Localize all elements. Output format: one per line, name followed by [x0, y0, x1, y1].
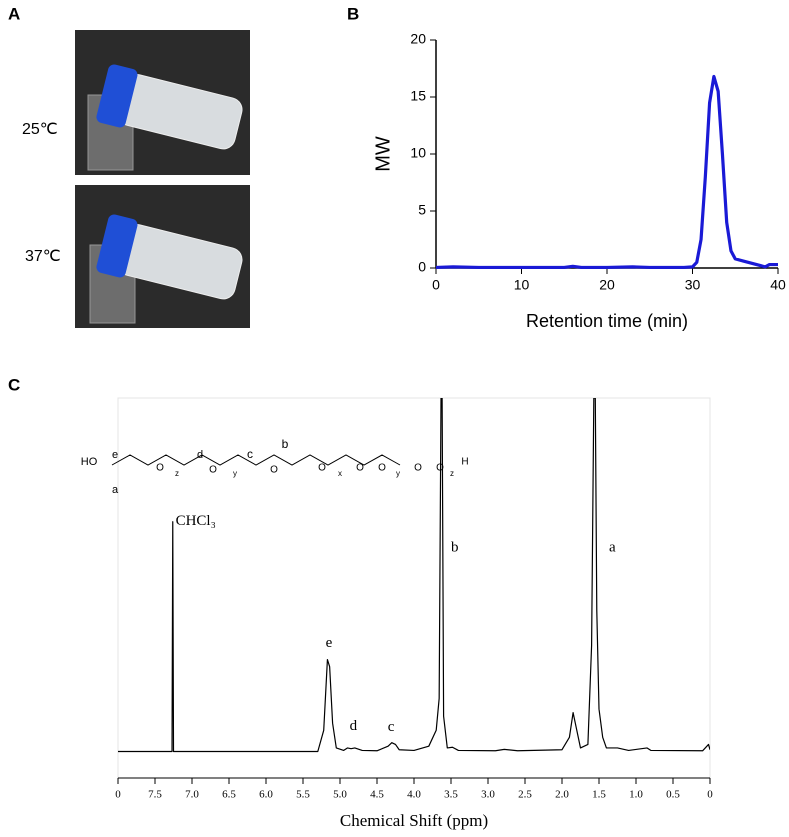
- peak-label: e: [326, 635, 333, 651]
- spectrum-line: [435, 74, 778, 270]
- x-axis-label: Chemical Shift (ppm): [340, 811, 488, 830]
- x-tick-label: 2.0: [555, 789, 569, 801]
- peak-label: CHCl₃: [176, 513, 216, 529]
- x-tick-label: 2.5: [518, 789, 532, 801]
- photo: [75, 185, 250, 328]
- y-tick-label: 10: [410, 145, 426, 161]
- x-tick-label: 6.0: [259, 789, 273, 801]
- x-tick-label: 10: [514, 277, 530, 293]
- structure-label: e: [112, 449, 118, 461]
- structure-label: O: [209, 465, 217, 476]
- x-tick-label: 6.5: [222, 789, 236, 801]
- peak-label: d: [350, 718, 358, 734]
- structure-label: O: [318, 463, 326, 474]
- structure-label: O: [356, 463, 364, 474]
- x-tick-label: 20: [599, 277, 615, 293]
- y-tick-label: 5: [418, 202, 426, 218]
- structure-label: y: [233, 469, 237, 478]
- x-tick-label: 0: [432, 277, 440, 293]
- x-tick-label: 0: [707, 789, 713, 801]
- structure-label: H: [461, 457, 468, 468]
- x-tick-label: 40: [770, 277, 786, 293]
- structure-label: b: [282, 437, 289, 451]
- structure-label: c: [247, 447, 253, 461]
- photo-label: 25℃: [22, 121, 58, 138]
- structure-label: z: [175, 469, 179, 478]
- x-tick-label: 7.5: [148, 789, 162, 801]
- structure-label: a: [112, 484, 119, 496]
- x-tick-label: 4.5: [370, 789, 384, 801]
- structure-label: y: [396, 469, 400, 478]
- x-axis-label: Retention time (min): [526, 311, 688, 331]
- photo-label: 37℃: [25, 248, 61, 265]
- structure-label: O: [270, 465, 278, 476]
- y-tick-label: 0: [418, 259, 426, 275]
- x-tick-label: 5.0: [333, 789, 347, 801]
- x-tick-label: 3.5: [444, 789, 458, 801]
- structure-label: HO: [81, 456, 98, 468]
- x-tick-label: 5.5: [296, 789, 310, 801]
- structure-label: x: [338, 469, 342, 478]
- x-tick-label: 1.5: [592, 789, 606, 801]
- structure-label: O: [156, 463, 164, 474]
- x-tick-label: 0: [115, 789, 121, 801]
- x-tick-label: 4.0: [407, 789, 421, 801]
- peak-label: b: [451, 540, 459, 556]
- peak-label: a: [609, 540, 616, 556]
- x-tick-label: 3.0: [481, 789, 495, 801]
- photo: [75, 30, 250, 175]
- y-axis-label: MW: [372, 136, 394, 172]
- structure-label: O: [378, 463, 386, 474]
- peak-label: c: [388, 719, 395, 735]
- panel-label: B: [347, 4, 359, 23]
- plot-frame: [117, 397, 711, 779]
- molecule-bonds: [111, 454, 401, 466]
- panel-label: C: [8, 375, 20, 394]
- spectrum-line: [118, 398, 710, 753]
- structure-label: z: [450, 469, 454, 478]
- x-tick-label: 1.0: [629, 789, 643, 801]
- y-tick-label: 20: [410, 31, 426, 47]
- x-tick-label: 7.0: [185, 789, 199, 801]
- x-tick-label: 0.5: [666, 789, 680, 801]
- structure-label: d: [197, 449, 203, 461]
- panel-label: A: [8, 4, 20, 23]
- x-tick-label: 30: [685, 277, 701, 293]
- structure-label: O: [414, 463, 422, 474]
- y-tick-label: 15: [410, 88, 426, 104]
